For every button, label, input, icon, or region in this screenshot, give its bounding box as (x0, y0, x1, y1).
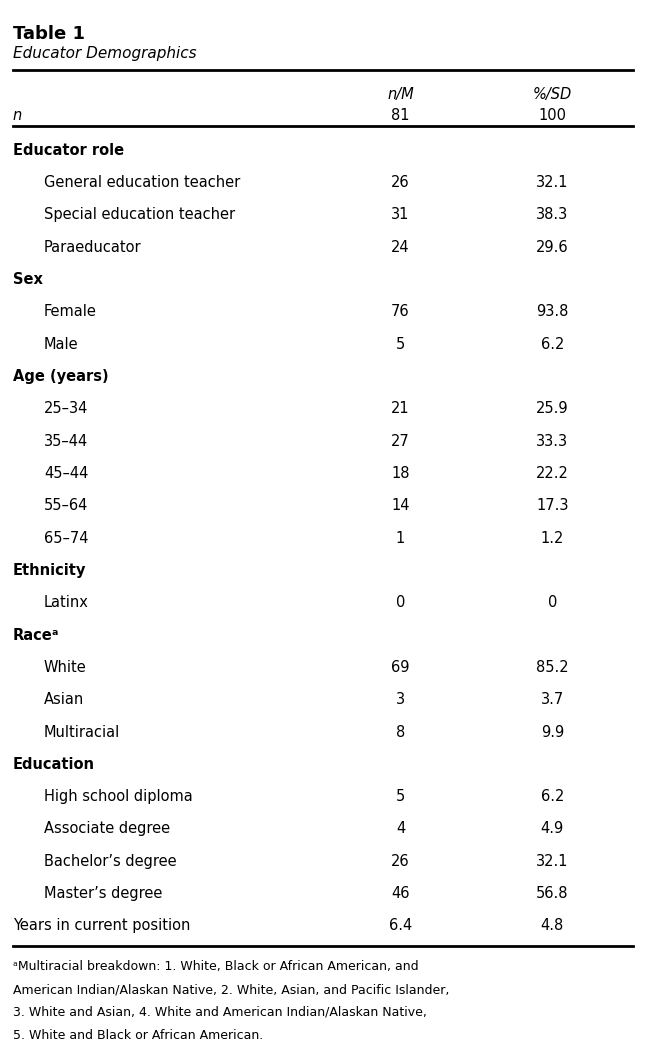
Text: Paraeducator: Paraeducator (44, 239, 141, 255)
Text: 6.2: 6.2 (541, 789, 564, 805)
Text: 6.2: 6.2 (541, 336, 564, 352)
Text: 22.2: 22.2 (536, 466, 568, 481)
Text: Years in current position: Years in current position (13, 919, 191, 933)
Text: Latinx: Latinx (44, 596, 89, 610)
Text: 35–44: 35–44 (44, 434, 88, 448)
Text: Bachelor’s degree: Bachelor’s degree (44, 854, 176, 868)
Text: 27: 27 (391, 434, 410, 448)
Text: 46: 46 (391, 886, 410, 901)
Text: 32.1: 32.1 (536, 854, 568, 868)
Text: ᵃMultiracial breakdown: 1. White, Black or African American, and: ᵃMultiracial breakdown: 1. White, Black … (13, 960, 419, 973)
Text: 3. White and Asian, 4. White and American Indian/Alaskan Native,: 3. White and Asian, 4. White and America… (13, 1006, 427, 1019)
Text: 56.8: 56.8 (536, 886, 568, 901)
Text: White: White (44, 659, 87, 675)
Text: Raceᵃ: Raceᵃ (13, 628, 59, 643)
Text: 31: 31 (391, 208, 410, 223)
Text: 18: 18 (391, 466, 410, 481)
Text: 85.2: 85.2 (536, 659, 568, 675)
Text: 24: 24 (391, 239, 410, 255)
Text: 81: 81 (391, 109, 410, 123)
Text: Female: Female (44, 304, 97, 320)
Text: Special education teacher: Special education teacher (44, 208, 235, 223)
Text: 93.8: 93.8 (536, 304, 568, 320)
Text: Educator role: Educator role (13, 143, 124, 158)
Text: Master’s degree: Master’s degree (44, 886, 162, 901)
Text: 29.6: 29.6 (536, 239, 568, 255)
Text: 76: 76 (391, 304, 410, 320)
Text: 17.3: 17.3 (536, 498, 568, 513)
Text: 4: 4 (396, 821, 405, 836)
Text: Ethnicity: Ethnicity (13, 563, 87, 578)
Text: 55–64: 55–64 (44, 498, 89, 513)
Text: n: n (13, 109, 22, 123)
Text: 9.9: 9.9 (541, 724, 564, 740)
Text: Table 1: Table 1 (13, 25, 85, 43)
Text: 0: 0 (396, 596, 405, 610)
Text: 3.7: 3.7 (541, 692, 564, 707)
Text: Male: Male (44, 336, 79, 352)
Text: American Indian/Alaskan Native, 2. White, Asian, and Pacific Islander,: American Indian/Alaskan Native, 2. White… (13, 983, 450, 996)
Text: 69: 69 (391, 659, 410, 675)
Text: %/SD: %/SD (533, 87, 572, 101)
Text: 100: 100 (538, 109, 567, 123)
Text: 4.8: 4.8 (541, 919, 564, 933)
Text: High school diploma: High school diploma (44, 789, 193, 805)
Text: 32.1: 32.1 (536, 176, 568, 190)
Text: Asian: Asian (44, 692, 84, 707)
Text: 45–44: 45–44 (44, 466, 89, 481)
Text: 8: 8 (396, 724, 405, 740)
Text: 1.2: 1.2 (541, 531, 564, 545)
Text: 5: 5 (396, 336, 405, 352)
Text: 4.9: 4.9 (541, 821, 564, 836)
Text: 14: 14 (391, 498, 410, 513)
Text: n/M: n/M (387, 87, 414, 101)
Text: 25–34: 25–34 (44, 401, 89, 416)
Text: Sex: Sex (13, 272, 43, 287)
Text: 6.4: 6.4 (389, 919, 412, 933)
Text: 3: 3 (396, 692, 405, 707)
Text: 33.3: 33.3 (536, 434, 568, 448)
Text: Educator Demographics: Educator Demographics (13, 46, 196, 61)
Text: Education: Education (13, 757, 95, 772)
Text: Multiracial: Multiracial (44, 724, 120, 740)
Text: 26: 26 (391, 176, 410, 190)
Text: 5. White and Black or African American.: 5. White and Black or African American. (13, 1029, 263, 1042)
Text: 25.9: 25.9 (536, 401, 568, 416)
Text: 0: 0 (548, 596, 557, 610)
Text: Age (years): Age (years) (13, 369, 109, 384)
Text: Associate degree: Associate degree (44, 821, 170, 836)
Text: 1: 1 (396, 531, 405, 545)
Text: General education teacher: General education teacher (44, 176, 240, 190)
Text: 38.3: 38.3 (536, 208, 568, 223)
Text: 26: 26 (391, 854, 410, 868)
Text: 21: 21 (391, 401, 410, 416)
Text: 65–74: 65–74 (44, 531, 89, 545)
Text: 5: 5 (396, 789, 405, 805)
